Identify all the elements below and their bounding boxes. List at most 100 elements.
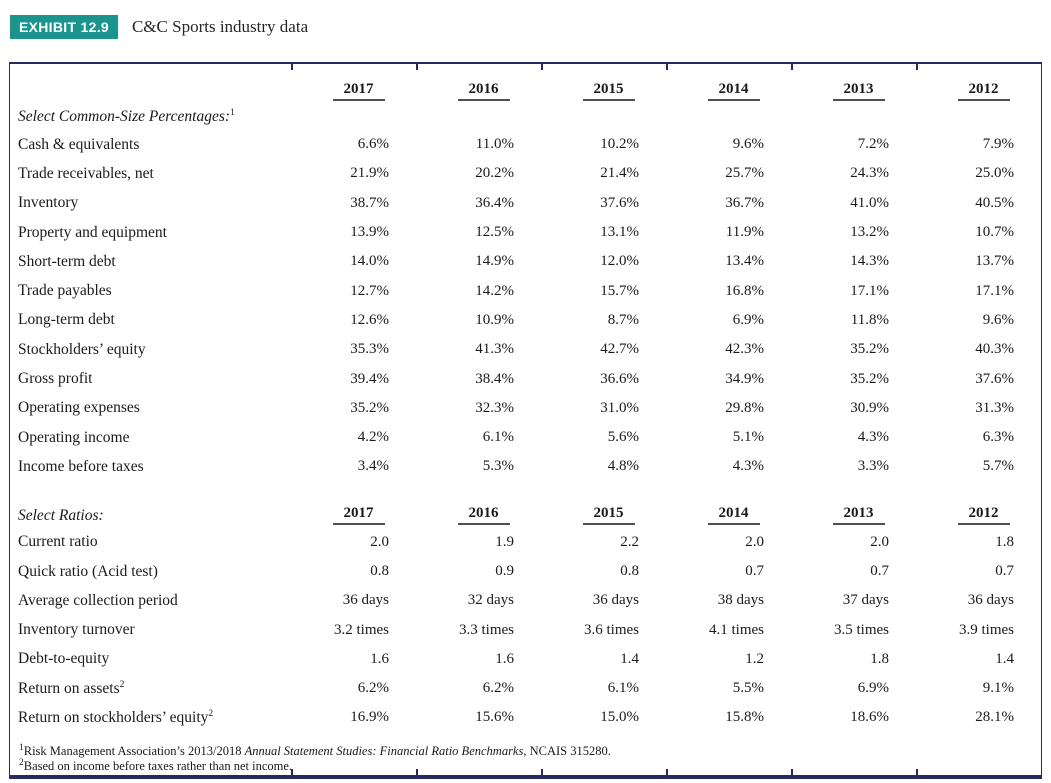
table-row: Trade receivables, net 21.9% 20.2% 21.4% 25.… [10, 159, 1041, 188]
table-row: Quick ratio (Acid test) 0.8 0.9 0.8 0.7 0.7 0.… [10, 557, 1041, 586]
cell-value: 15.6% [475, 709, 514, 726]
column-divider-tick [291, 64, 293, 70]
cell-value: 5.3% [482, 458, 514, 475]
row-label: Average collection period [10, 592, 291, 610]
table-row: Income before taxes 3.4% 5.3% 4.8% 4.3% 3.3% 5… [10, 452, 1041, 481]
year-column-header: 2015 [541, 505, 666, 525]
row-label-text: Inventory [18, 194, 79, 212]
cell-value: 7.9% [982, 136, 1014, 153]
cell-value: 18.6% [850, 709, 889, 726]
cell-value: 25.7% [725, 165, 764, 182]
cell-value: 3.6 times [584, 621, 639, 638]
year-column-header: 2014 [666, 81, 791, 101]
cell-value: 2.0 [870, 533, 889, 550]
cell-value: 37.6% [600, 194, 639, 211]
cell-value: 13.1% [600, 224, 639, 241]
cell-value: 38.4% [475, 370, 514, 387]
cell-value: 15.0% [600, 709, 639, 726]
year-label: 2016 [457, 505, 510, 525]
table-row: Stockholders’ equity 35.3% 41.3% 42.7% 42.3%… [10, 335, 1041, 364]
row-label-text: Stockholders’ equity [18, 340, 146, 358]
cell-value: 12.0% [600, 253, 639, 270]
column-divider-tick [916, 768, 918, 775]
year-column-header: 2012 [916, 505, 1041, 525]
cell-value: 0.7 [745, 563, 764, 579]
cell-value: 6.9% [732, 311, 764, 328]
row-label: Cash & equivalents [10, 136, 291, 154]
cell-value: 16.9% [350, 709, 389, 726]
year-label: 2017 [332, 505, 385, 525]
cell-value: 5.1% [732, 429, 764, 446]
cell-value: 6.9% [857, 680, 889, 697]
row-label-text: Property and equipment [18, 223, 167, 241]
row-label-text: Trade receivables, net [18, 164, 154, 182]
cell-value: 42.3% [725, 341, 764, 358]
table-row: Return on assets2 6.2% 6.2% 6.1% 5.5% 6.9% 9.1… [10, 674, 1041, 703]
cell-value: 9.6% [732, 136, 764, 153]
cell-value: 32 days [467, 592, 514, 609]
cell-value: 3.2 times [334, 621, 389, 638]
year-column-header: 2016 [416, 81, 541, 101]
cell-value: 41.0% [850, 194, 889, 211]
cell-value: 35.2% [850, 370, 889, 387]
table-row: Average collection period 36 days 32 days 3… [10, 586, 1041, 615]
row-label-text: Average collection period [18, 591, 178, 609]
cell-value: 13.7% [975, 253, 1014, 270]
footnote-1-sup: 1 [19, 742, 24, 753]
row-label: Return on stockholders’ equity2 [10, 709, 291, 727]
year-label: 2013 [832, 505, 885, 525]
year-column-header: 2017 [291, 81, 416, 101]
exhibit-title: C&C Sports industry data [131, 17, 309, 36]
section-heading: Select Common-Size Percentages:1 [10, 108, 291, 126]
cell-value: 21.9% [350, 165, 389, 182]
row-label: Inventory [10, 194, 291, 212]
cell-value: 38.7% [350, 194, 389, 211]
cell-value: 13.4% [725, 253, 764, 270]
row-label: Operating income [10, 429, 291, 447]
row-footnote-ref: 2 [119, 679, 125, 690]
cell-value: 7.2% [857, 136, 889, 153]
row-label: Debt-to-equity [10, 650, 291, 668]
cell-value: 11.9% [725, 224, 764, 241]
cell-value: 12.7% [350, 282, 389, 299]
table-row: Operating income 4.2% 6.1% 5.6% 5.1% 4.3% 6.3% [10, 423, 1041, 452]
footnote-2-text: Based on income before taxes rather than… [23, 759, 293, 774]
cell-value: 10.7% [975, 224, 1014, 241]
table-row: Inventory 38.7% 36.4% 37.6% 36.7% 41.0% 40.5% [10, 189, 1041, 218]
year-column-header: 2016 [416, 505, 541, 525]
column-divider-tick [416, 768, 418, 775]
cell-value: 8.7% [607, 311, 639, 328]
cell-value: 4.3% [732, 458, 764, 475]
cell-value: 41.3% [475, 341, 514, 358]
cell-value: 14.2% [475, 282, 514, 299]
row-label-text: Long-term debt [18, 311, 115, 329]
row-label-text: Operating expenses [18, 399, 140, 417]
year-label: 2016 [457, 81, 510, 101]
row-label: Return on assets2 [10, 680, 291, 698]
cell-value: 39.4% [350, 370, 389, 387]
section-heading-text: Select Common-Size Percentages: [18, 108, 231, 125]
column-divider-tick [791, 64, 793, 70]
column-divider-tick [666, 64, 668, 70]
year-column-header: 2013 [791, 81, 916, 101]
row-label: Trade receivables, net [10, 165, 291, 183]
cell-value: 0.9 [495, 563, 514, 579]
cell-value: 1.4 [995, 650, 1014, 667]
cell-value: 3.3 times [459, 621, 514, 638]
cell-value: 12.6% [350, 311, 389, 328]
column-divider-tick [541, 64, 543, 70]
year-label: 2015 [582, 81, 635, 101]
cell-value: 0.7 [870, 563, 889, 579]
cell-value: 32.3% [475, 399, 514, 416]
cell-value: 20.2% [475, 165, 514, 182]
cell-value: 1.8 [995, 533, 1014, 550]
row-label: Operating expenses [10, 399, 291, 417]
cell-value: 6.2% [482, 680, 514, 697]
footnote-1-italic: Annual Statement Studies: Financial Rati… [244, 743, 524, 758]
row-label-text: Cash & equivalents [18, 135, 140, 153]
cell-value: 4.1 times [709, 621, 764, 638]
cell-value: 36.4% [475, 194, 514, 211]
row-label: Quick ratio (Acid test) [10, 563, 291, 581]
row-label-text: Current ratio [18, 533, 98, 551]
